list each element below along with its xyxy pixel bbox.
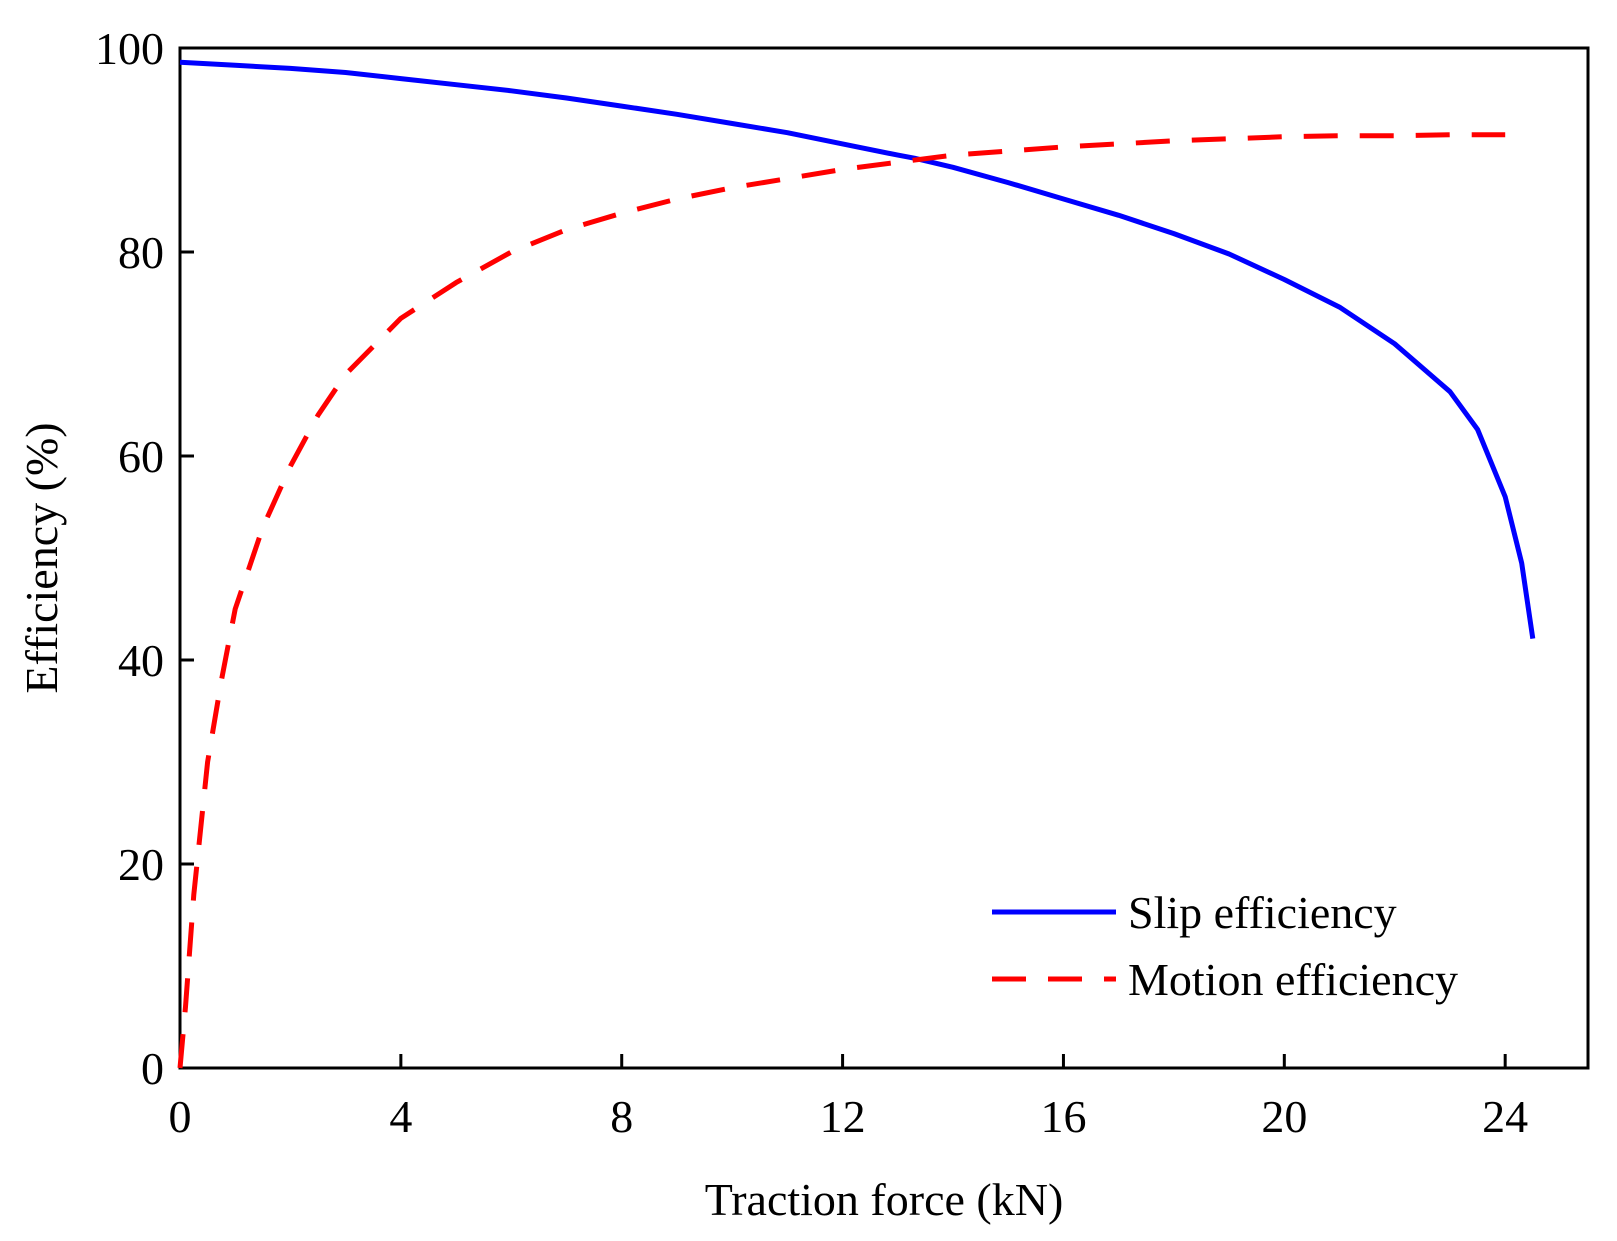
plot-frame <box>178 46 1590 1070</box>
y-axis-label: Efficiency (%) <box>16 422 67 693</box>
x-tick-label: 4 <box>389 1091 412 1142</box>
x-tick-label: 20 <box>1261 1091 1307 1142</box>
x-tick-label: 0 <box>169 1091 192 1142</box>
y-tick-label: 20 <box>118 839 164 890</box>
y-tick-label: 60 <box>118 431 164 482</box>
x-tick-label: 16 <box>1040 1091 1086 1142</box>
x-tick-label: 24 <box>1482 1091 1528 1142</box>
y-axis-ticks: 0 20 40 60 80 100 <box>95 23 194 1094</box>
legend-label-slip-efficiency: Slip efficiency <box>1128 887 1397 938</box>
legend-label-motion-efficiency: Motion efficiency <box>1128 954 1458 1005</box>
series-line-slip-efficiency <box>179 59 1536 639</box>
y-tick-label: 100 <box>95 23 164 74</box>
legend: Slip efficiency Motion efficiency <box>992 887 1458 1005</box>
x-tick-label: 8 <box>610 1091 633 1142</box>
series-layer <box>177 59 1536 1069</box>
x-tick-label: 12 <box>820 1091 866 1142</box>
y-tick-label: 40 <box>118 635 164 686</box>
x-axis-label: Traction force (kN) <box>705 1174 1064 1225</box>
y-tick-label: 0 <box>141 1043 164 1094</box>
series-line-motion-efficiency <box>177 132 1506 1069</box>
y-tick-label: 80 <box>118 227 164 278</box>
x-axis-ticks: 0 4 8 12 16 20 24 <box>169 1054 1528 1142</box>
